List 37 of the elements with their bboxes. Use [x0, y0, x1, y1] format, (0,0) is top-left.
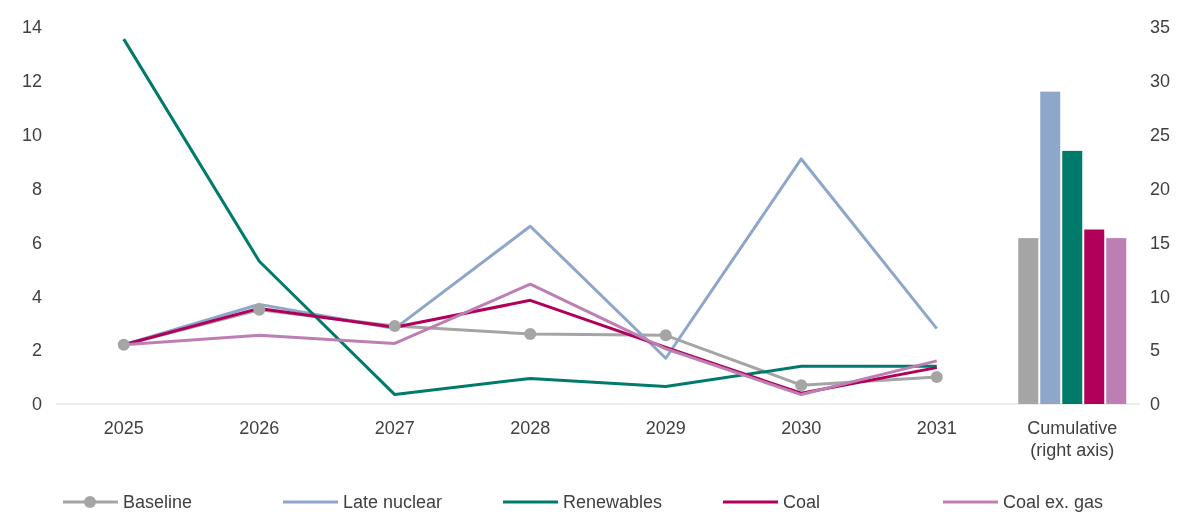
y2-tick-label: 35 [1150, 17, 1171, 38]
y-tick-label: 14 [21, 17, 42, 38]
x-tick-label: 2028 [510, 418, 551, 438]
y2-tick-label: 30 [1150, 71, 1171, 92]
y2-tick-label: 5 [1150, 340, 1161, 361]
x-tick-label: 2025 [103, 418, 144, 438]
y2-tick-label: 0 [1150, 394, 1161, 415]
y-tick-label: 2 [31, 340, 42, 361]
y2-tick-label: 10 [1150, 286, 1171, 307]
y-tick-label: 0 [31, 394, 42, 415]
x-tick-label: 2031 [916, 418, 957, 438]
legend-label: Baseline [123, 492, 193, 513]
x-tick-label: 2029 [645, 418, 686, 438]
point [795, 379, 808, 392]
x-tick-label: 2027 [374, 418, 415, 438]
y-tick-label: 10 [21, 125, 42, 146]
point [253, 303, 266, 316]
point [524, 327, 537, 340]
y2-tick-label: 20 [1150, 178, 1171, 199]
x-tick-label: 2026 [239, 418, 280, 438]
legend-label: Late nuclear [343, 492, 443, 513]
legend-label: Coal [783, 492, 821, 513]
line-series [122, 37, 939, 397]
x-tick-label: 2030 [781, 418, 822, 438]
x-tick-label: Cumulative (right axis) [1027, 418, 1118, 460]
y-tick-label: 4 [31, 286, 42, 307]
y2-tick-label: 25 [1150, 125, 1171, 146]
point [659, 329, 672, 342]
point [388, 319, 401, 332]
point [117, 338, 130, 351]
y2-tick-label: 15 [1150, 232, 1171, 253]
y-tick-label: 6 [31, 232, 42, 253]
y-tick-label: 8 [31, 178, 42, 199]
y-tick-label: 12 [21, 71, 42, 92]
legend-label: Renewables [563, 492, 663, 513]
point [930, 371, 943, 384]
legend-label: Coal ex. gas [1003, 492, 1104, 513]
